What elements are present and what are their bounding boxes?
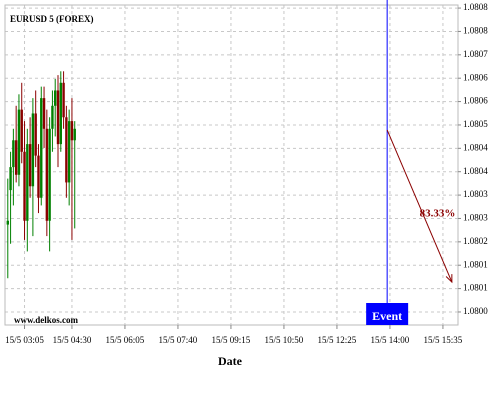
candle-body xyxy=(45,128,49,221)
y-tick-label: 1.0800 xyxy=(463,306,488,316)
candle-body xyxy=(23,151,26,221)
candle-body xyxy=(6,220,9,225)
x-tick-label: 15/5 15:35 xyxy=(424,335,463,345)
candle-body xyxy=(12,140,15,168)
candle-body xyxy=(59,82,62,145)
y-tick-label: 1.0804 xyxy=(463,142,488,152)
y-tick-label: 1.0803 xyxy=(463,213,488,223)
x-axis-label: Date xyxy=(218,354,243,368)
grid xyxy=(5,5,458,325)
candle-body xyxy=(42,98,46,129)
candle-body xyxy=(26,144,29,221)
candle-body xyxy=(20,109,23,152)
candle-body xyxy=(51,105,54,129)
x-tick-label: 15/5 04:30 xyxy=(53,335,92,345)
candle-body xyxy=(31,113,35,187)
y-tick-label: 1.0806 xyxy=(463,72,488,82)
candle-body xyxy=(34,113,37,156)
x-tick-label: 15/5 12:25 xyxy=(318,335,357,345)
chart-title: EURUSD 5 (FOREX) xyxy=(10,14,94,24)
candle-body xyxy=(14,140,18,175)
candle-body xyxy=(48,128,51,221)
y-tick-label: 1.0802 xyxy=(463,236,488,246)
x-tick-label: 15/5 09:15 xyxy=(212,335,251,345)
candle-body xyxy=(70,121,74,141)
candle-body xyxy=(37,155,40,198)
candle-body xyxy=(73,128,76,141)
candle-body xyxy=(54,90,57,106)
y-tick-label: 1.0803 xyxy=(463,189,488,199)
x-tick-label: 15/5 14:00 xyxy=(371,335,410,345)
y-tick-label: 1.0801 xyxy=(463,283,488,293)
y-tick-label: 1.0808 xyxy=(463,26,488,36)
candle-body xyxy=(62,82,65,118)
y-tick-label: 1.0801 xyxy=(463,259,488,269)
x-tick-label: 15/5 03:05 xyxy=(5,335,44,345)
y-tick-label: 1.0807 xyxy=(463,49,488,59)
event-box xyxy=(366,303,409,325)
arrow-head xyxy=(445,274,453,284)
y-tick-label: 1.0806 xyxy=(463,96,488,106)
y-tick-label: 1.0804 xyxy=(463,166,488,176)
watermark: www.delkos.com xyxy=(14,315,79,325)
candle-body xyxy=(56,90,60,145)
x-tick-label: 15/5 07:40 xyxy=(159,335,198,345)
plot-frame xyxy=(4,4,459,326)
x-tick-label: 15/5 06:05 xyxy=(106,335,145,345)
candle-body xyxy=(40,98,43,198)
event-label: Event xyxy=(372,309,402,323)
annotation-arrow xyxy=(386,129,453,283)
y-tick-label: 1.0805 xyxy=(463,119,488,129)
candle-body xyxy=(65,117,68,183)
candle-body xyxy=(9,167,12,191)
x-tick-label: 15/5 10:50 xyxy=(265,335,304,345)
candle-body xyxy=(17,109,21,175)
annotation-label: 83.33% xyxy=(420,208,456,220)
marks: Event 83.33% xyxy=(6,0,456,325)
y-tick-label: 1.0808 xyxy=(463,2,488,12)
candle-body xyxy=(67,121,71,183)
candle-body xyxy=(28,144,32,187)
